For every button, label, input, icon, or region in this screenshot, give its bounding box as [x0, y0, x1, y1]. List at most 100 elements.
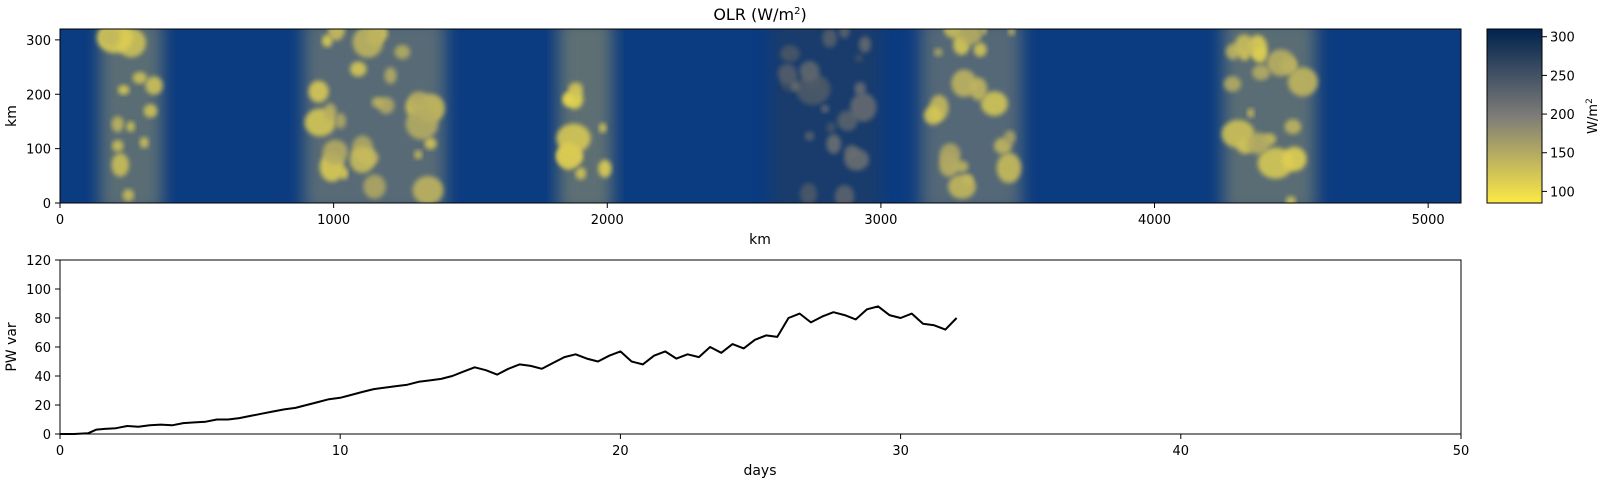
convective-cell	[139, 136, 149, 149]
convective-cell	[973, 42, 987, 57]
convective-cell	[111, 153, 130, 177]
heatmap-x-tick-label: 1000	[317, 213, 350, 228]
convective-cell	[575, 167, 587, 180]
convective-cell	[799, 182, 818, 203]
convective-cell	[126, 121, 136, 132]
convective-cell	[349, 146, 376, 173]
heatmap-frame	[59, 28, 1462, 204]
convective-cell	[327, 29, 346, 41]
heatmap-x-tick-label: 4000	[1138, 213, 1171, 228]
convective-cell	[1252, 64, 1271, 81]
olr-title: OLR (W/m2)	[713, 5, 806, 24]
colorbar-tick-label: 150	[1550, 147, 1575, 162]
convective-cell	[820, 104, 830, 113]
convective-cell	[933, 48, 943, 57]
convective-cell	[371, 96, 385, 108]
convective-cell	[854, 54, 864, 63]
convective-cell	[822, 29, 838, 48]
convective-cell	[1223, 76, 1242, 92]
convective-band-haze	[558, 29, 613, 203]
line-x-tick-label: 20	[612, 444, 629, 459]
convective-cell	[408, 91, 430, 112]
convective-cell	[335, 113, 347, 129]
heatmap-y-tick-label: 300	[26, 34, 51, 49]
convective-cell	[795, 73, 831, 106]
convective-cell	[308, 80, 329, 103]
colorbar-axes: 100 150 200 250 300	[1542, 31, 1575, 200]
convective-cell	[414, 149, 423, 160]
line-y-tick-label: 20	[34, 399, 51, 414]
convective-cell	[1266, 49, 1296, 77]
heatmap-y-tick-label: 200	[26, 88, 51, 103]
heatmap-x-tick-label: 5000	[1412, 213, 1445, 228]
line-x-tick-label: 40	[1173, 444, 1190, 459]
convective-cell	[412, 175, 444, 203]
convective-cell	[145, 76, 163, 95]
line-xlabel: days	[743, 463, 776, 479]
convective-cell	[384, 67, 397, 84]
convective-cell	[424, 137, 437, 150]
colorbar-tick-label: 250	[1550, 69, 1575, 84]
line-y-tick-label: 60	[34, 341, 51, 356]
convective-cell	[959, 29, 983, 45]
heatmap-bands	[99, 29, 1316, 203]
heatmap-x-tick-label: 3000	[864, 213, 897, 228]
convective-cell	[132, 71, 148, 84]
convective-cell	[850, 92, 877, 122]
convective-cell	[322, 139, 349, 165]
line-y-tick-label: 100	[26, 283, 51, 298]
convective-cell	[101, 29, 120, 47]
convective-cell	[117, 84, 130, 95]
convective-cell	[804, 131, 815, 141]
convective-cell	[339, 167, 349, 180]
convective-cell	[112, 140, 124, 152]
colorbar-tick-label: 300	[1550, 31, 1575, 46]
convective-cell	[826, 122, 837, 134]
convective-cell	[598, 122, 607, 133]
convective-cell	[826, 134, 842, 154]
convective-cell	[854, 81, 866, 96]
convective-cell	[143, 104, 158, 118]
convective-cell	[939, 143, 961, 167]
convective-cell	[562, 92, 575, 107]
convective-cell	[923, 106, 943, 125]
convective-cell	[1008, 29, 1016, 36]
convective-cell	[122, 189, 135, 202]
convective-cell	[948, 174, 976, 199]
convective-cell	[780, 45, 800, 63]
convective-cell	[349, 61, 367, 77]
heatmap-x-tick-label: 0	[56, 213, 64, 228]
line-y-tick-label: 120	[26, 254, 51, 269]
colorbar-tick-label: 100	[1550, 185, 1575, 200]
line-y-tick-label: 80	[34, 312, 51, 327]
convective-cell	[1284, 119, 1302, 135]
convective-cell	[1234, 34, 1254, 57]
line-ylabel: PW var	[4, 322, 20, 372]
line-plot-frame	[59, 259, 1462, 435]
convective-cell	[321, 34, 333, 48]
heatmap-x-tick-label: 2000	[591, 213, 624, 228]
line-x-tick-label: 30	[892, 444, 909, 459]
convective-cell	[1285, 196, 1296, 203]
heatmap-cells	[96, 29, 1318, 203]
convective-cell	[405, 107, 439, 140]
colorbar	[1486, 28, 1543, 204]
convective-cell	[369, 29, 384, 44]
olr-heatmap	[60, 29, 1461, 203]
colorbar-label: W/m2	[1585, 98, 1600, 134]
convective-cell	[955, 160, 969, 173]
heatmap-y-tick-label: 0	[43, 197, 51, 212]
line-y-tick-label: 0	[43, 428, 51, 443]
convective-cell	[980, 91, 1008, 117]
convective-cell	[799, 60, 820, 82]
convective-cell	[777, 63, 797, 84]
convective-cell	[363, 174, 386, 199]
convective-cell	[834, 185, 855, 203]
convective-cell	[323, 103, 337, 122]
convective-cell	[1282, 146, 1307, 172]
convective-cell	[1287, 67, 1318, 97]
convective-cell	[790, 80, 800, 92]
convective-cell	[1247, 108, 1255, 118]
line-axes: 0 10 20 30 40 50 0 20 40 60 80 100 120	[26, 254, 1469, 459]
convective-cell	[1221, 119, 1255, 149]
